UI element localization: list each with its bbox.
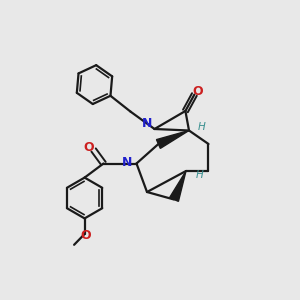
Polygon shape	[169, 171, 186, 201]
Text: H: H	[198, 122, 206, 133]
Text: N: N	[142, 117, 152, 130]
Text: N: N	[122, 155, 133, 169]
Text: O: O	[80, 229, 91, 242]
Text: O: O	[84, 141, 94, 154]
Text: H: H	[196, 170, 203, 181]
Text: O: O	[192, 85, 203, 98]
Polygon shape	[157, 130, 189, 148]
